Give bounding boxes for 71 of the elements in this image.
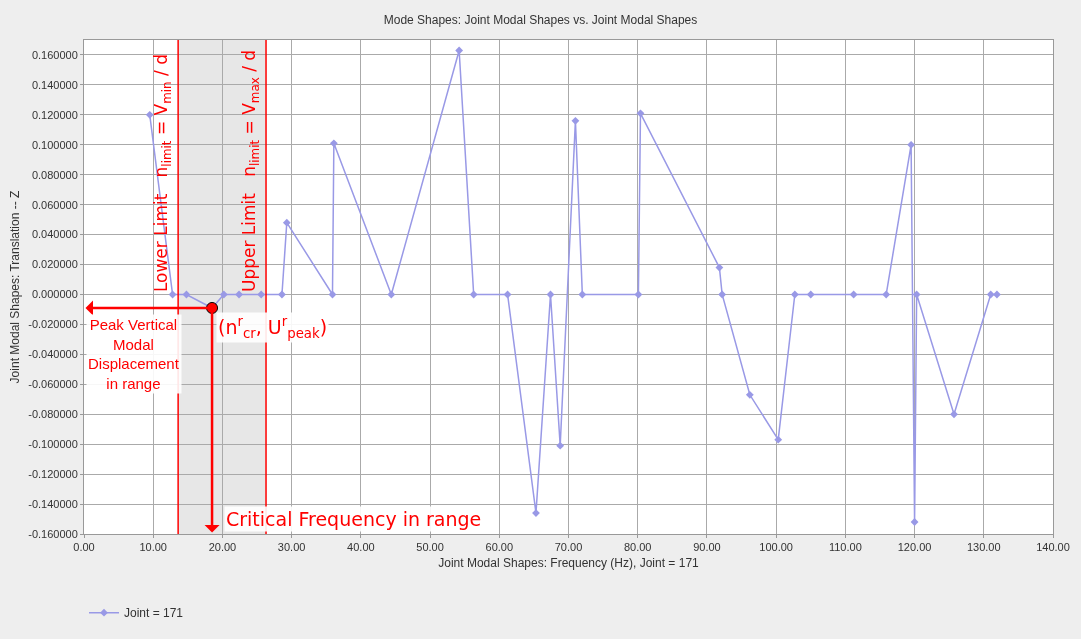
- y-tick-label: 0.040000: [31, 228, 78, 241]
- point: [950, 410, 958, 419]
- y-tick-label: -0.120000: [28, 467, 78, 480]
- x-tick-label: 30.00: [277, 541, 306, 554]
- point: [986, 290, 995, 299]
- point: [387, 290, 396, 299]
- point: [219, 290, 228, 299]
- point: [718, 290, 727, 299]
- y-tick-label: 0.100000: [31, 138, 78, 151]
- point: [145, 110, 154, 119]
- y-tick-label: 0.000000: [31, 288, 78, 301]
- x-tick-label: 60.00: [485, 541, 514, 554]
- point: [882, 290, 891, 299]
- point: [282, 218, 291, 227]
- annotation: (n$^{r}$$_{cr}$, U$^{r}$$_{peak}$): [218, 314, 328, 341]
- y-tick-label: 0.020000: [31, 258, 78, 271]
- x-tick-label: 50.00: [416, 541, 444, 554]
- point: [556, 441, 565, 450]
- y-tick-label: 0.120000: [31, 108, 78, 121]
- y-tick-label: 0.140000: [31, 78, 78, 91]
- point: [790, 290, 799, 299]
- point: [907, 140, 916, 149]
- y-axis-title: Joint Modal Shapes: Translation -- Z: [7, 190, 22, 384]
- x-tick-label: 10.00: [139, 541, 167, 554]
- point: [168, 290, 177, 299]
- x-tick-label: 110.00: [828, 541, 862, 554]
- x-tick-label: 20.00: [208, 541, 237, 554]
- y-tick-label: 0.080000: [31, 168, 78, 181]
- x-tick-label: 70.00: [554, 541, 583, 554]
- point: [571, 116, 580, 125]
- y-tick-label: 0.060000: [31, 198, 78, 211]
- x-tick-label: 140.00: [1036, 541, 1070, 554]
- point: [235, 290, 243, 299]
- point: [849, 290, 858, 299]
- point: [993, 290, 1001, 299]
- point: [634, 290, 643, 299]
- y-tick-label: -0.060000: [28, 378, 78, 391]
- x-axis-title: Joint Modal Shapes: Frequency (Hz), Joint = 171: [438, 556, 700, 571]
- x-tick-label: 90.00: [693, 541, 721, 554]
- annotation: Peak Vertical Modal Displacement in range: [88, 316, 180, 392]
- y-tick-label: -0.160000: [28, 527, 78, 540]
- point: [278, 290, 286, 299]
- point: [455, 46, 464, 55]
- point: [182, 290, 191, 299]
- point: [578, 290, 587, 299]
- point: [806, 290, 815, 299]
- legend-label: Joint = 171: [124, 606, 184, 621]
- y-tick-label: -0.040000: [28, 348, 78, 361]
- annotation: Critical Frequency in range: [226, 508, 482, 530]
- point: [329, 139, 338, 148]
- x-tick-label: 100.00: [759, 541, 793, 554]
- x-tick-label: 120.00: [897, 541, 932, 554]
- point: [774, 435, 783, 444]
- x-tick-label: 40.00: [347, 541, 375, 554]
- point: [636, 109, 645, 118]
- point: [910, 518, 919, 526]
- y-tick-label: -0.080000: [28, 408, 78, 421]
- y-tick-label: -0.140000: [28, 497, 78, 510]
- point: [715, 263, 724, 272]
- x-tick-label: 130.00: [966, 541, 1001, 554]
- point: [912, 290, 921, 299]
- point: [503, 290, 512, 299]
- point: [745, 390, 754, 399]
- y-tick-label: -0.020000: [28, 318, 78, 331]
- x-tick-label: 0.00: [73, 541, 95, 554]
- y-tick-label: -0.100000: [28, 438, 78, 451]
- point: [257, 290, 266, 299]
- point: [469, 290, 478, 299]
- x-tick-label: 80.00: [623, 541, 652, 554]
- chart-title: Mode Shapes: Joint Modal Shapes vs. Joint Modal Shapes: [383, 13, 698, 28]
- y-tick-label: 0.160000: [31, 48, 78, 61]
